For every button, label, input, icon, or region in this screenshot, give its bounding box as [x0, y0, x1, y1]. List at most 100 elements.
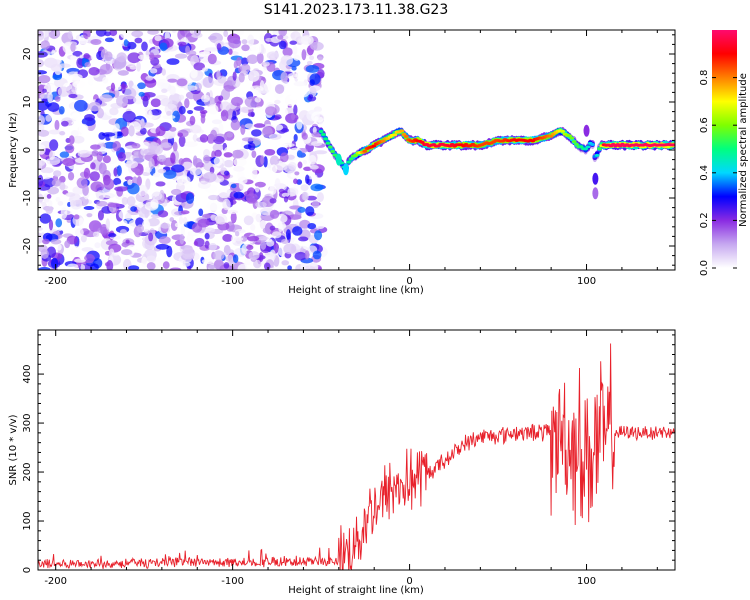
noise-blob: [66, 263, 79, 270]
noise-blob: [170, 152, 176, 164]
noise-blob: [190, 68, 198, 79]
noise-blob: [176, 78, 188, 87]
noise-blob: [266, 239, 275, 247]
noise-blob: [38, 70, 48, 75]
noise-blob: [53, 170, 62, 177]
ridge-mark: [419, 140, 425, 144]
noise-blob: [273, 114, 283, 120]
noise-blob: [294, 251, 307, 261]
ridge-mark: [346, 160, 352, 164]
noise-blob: [202, 76, 214, 88]
noise-blob: [271, 141, 280, 146]
noise-blob: [202, 67, 208, 72]
noise-blob: [67, 171, 75, 181]
noise-blob: [269, 225, 276, 231]
noise-blob: [163, 169, 177, 179]
noise-blob: [150, 108, 162, 116]
noise-blob: [90, 181, 104, 193]
noise-blob: [104, 37, 115, 43]
noise-blob: [120, 126, 129, 137]
noise-blob: [270, 164, 278, 174]
noise-blob: [220, 101, 231, 112]
noise-blob: [127, 52, 141, 64]
noise-blob: [206, 200, 221, 211]
noise-blob: [211, 119, 223, 125]
noise-blob: [149, 68, 158, 74]
noise-blob: [123, 39, 129, 47]
noise-blob: [160, 142, 172, 149]
noise-blob: [277, 222, 287, 230]
noise-blob: [295, 69, 304, 81]
noise-blob: [151, 191, 163, 201]
noise-blob: [231, 149, 244, 159]
noise-blob: [38, 114, 45, 126]
noise-blob: [74, 258, 86, 263]
noise-blob: [65, 192, 76, 197]
noise-blob: [182, 261, 191, 267]
noise-blob: [283, 243, 297, 255]
noise-blob: [136, 224, 145, 233]
noise-blob: [50, 59, 62, 65]
noise-blob: [193, 30, 202, 37]
noise-blob: [77, 149, 91, 158]
ridge-mark: [327, 145, 333, 149]
noise-blob: [57, 226, 63, 231]
noise-blob: [59, 151, 70, 159]
noise-blob: [217, 187, 231, 199]
noise-blob: [117, 151, 126, 162]
noise-blob: [144, 208, 149, 219]
colorbar-label: Normalized spectral amplitude: [738, 73, 749, 227]
noise-blob: [150, 98, 161, 108]
noise-blob: [247, 235, 260, 242]
ridge-mark: [318, 130, 324, 134]
noise-blob: [284, 164, 296, 174]
snr-frame: [37, 329, 676, 571]
noise-blob: [262, 227, 272, 234]
noise-blob: [233, 247, 247, 257]
noise-blob: [126, 196, 136, 207]
noise-blob: [125, 212, 132, 221]
ridge-mark: [371, 144, 377, 148]
noise-blob: [178, 135, 186, 147]
spectrogram-xtick-label: -200: [44, 276, 67, 287]
noise-blob: [128, 265, 140, 270]
noise-blob: [69, 197, 83, 210]
noise-blob: [309, 55, 315, 61]
noise-blob: [227, 209, 239, 215]
noise-blob: [193, 240, 198, 246]
noise-blob: [56, 243, 62, 251]
noise-blob: [262, 61, 270, 67]
noise-blob: [247, 34, 255, 47]
noise-blob: [316, 192, 324, 203]
noise-blob: [57, 86, 70, 97]
snr-xtick-label: 0: [406, 576, 412, 587]
noise-blob: [285, 229, 291, 240]
ridge-spread: [342, 163, 349, 176]
noise-blob: [241, 39, 248, 45]
noise-blob: [145, 75, 154, 81]
noise-blob: [92, 231, 100, 238]
noise-blob: [254, 106, 265, 112]
noise-blob: [193, 106, 205, 111]
noise-blob: [50, 239, 62, 245]
noise-blob: [278, 188, 285, 194]
ridge-mark: [321, 132, 326, 136]
noise-blob: [101, 121, 109, 128]
noise-blob: [255, 213, 262, 223]
noise-blob: [230, 183, 237, 189]
noise-blob: [172, 141, 178, 152]
noise-blob: [273, 124, 284, 131]
noise-blob: [38, 129, 50, 137]
noise-blob: [121, 220, 128, 228]
noise-blob: [246, 244, 254, 250]
noise-blob: [200, 114, 206, 124]
noise-blob: [57, 201, 64, 206]
noise-blob: [298, 236, 309, 242]
ridge-mark: [330, 149, 336, 153]
noise-blob: [104, 262, 111, 267]
noise-blob: [207, 104, 219, 115]
noise-blob: [172, 110, 181, 123]
noise-blob: [45, 114, 52, 122]
noise-blob: [274, 178, 281, 188]
noise-blob: [136, 176, 142, 186]
